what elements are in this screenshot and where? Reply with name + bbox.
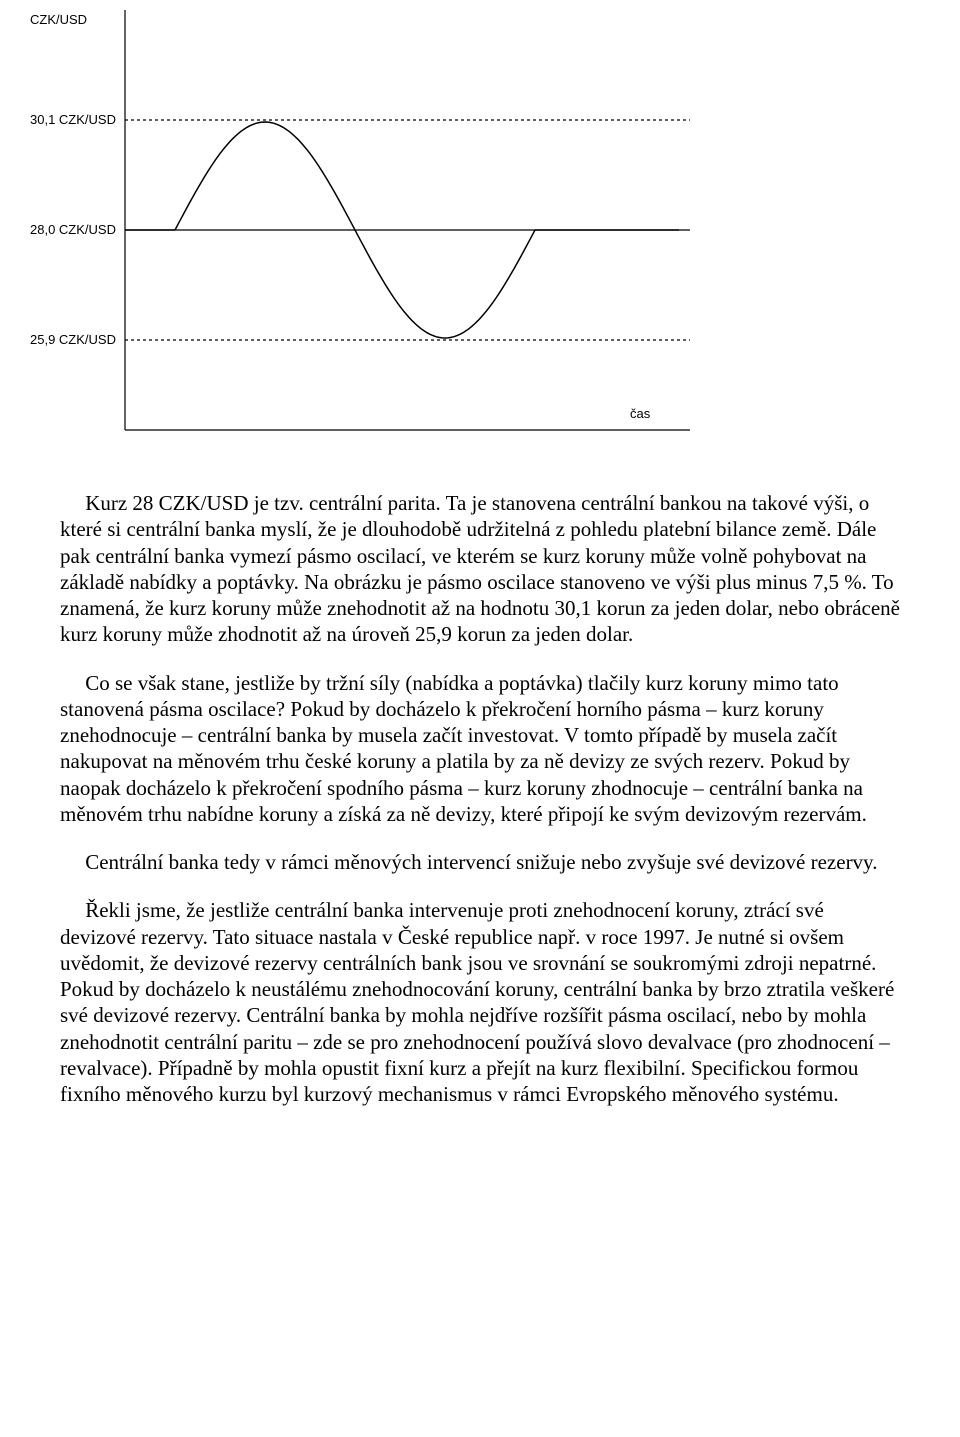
exchange-rate-chart: 30,1 CZK/USD 28,0 CZK/USD 25,9 CZK/USD CZK/… (20, 0, 900, 460)
svg-text:30,1 CZK/USD: 30,1 CZK/USD (30, 112, 116, 127)
svg-text:25,9 CZK/USD: 25,9 CZK/USD (30, 332, 116, 347)
svg-text:CZK/USD: CZK/USD (30, 12, 87, 27)
svg-text:čas: čas (630, 406, 651, 421)
paragraph-4: Řekli jsme, že jestliže centrální banka … (60, 897, 900, 1107)
paragraph-2: Co se však stane, jestliže by tržní síly… (60, 670, 900, 828)
svg-text:28,0 CZK/USD: 28,0 CZK/USD (30, 222, 116, 237)
paragraph-3: Centrální banka tedy v rámci měnových in… (60, 849, 900, 875)
chart-svg: 30,1 CZK/USD 28,0 CZK/USD 25,9 CZK/USD CZK/… (20, 0, 740, 460)
paragraph-1: Kurz 28 CZK/USD je tzv. centrální parita… (60, 490, 900, 648)
